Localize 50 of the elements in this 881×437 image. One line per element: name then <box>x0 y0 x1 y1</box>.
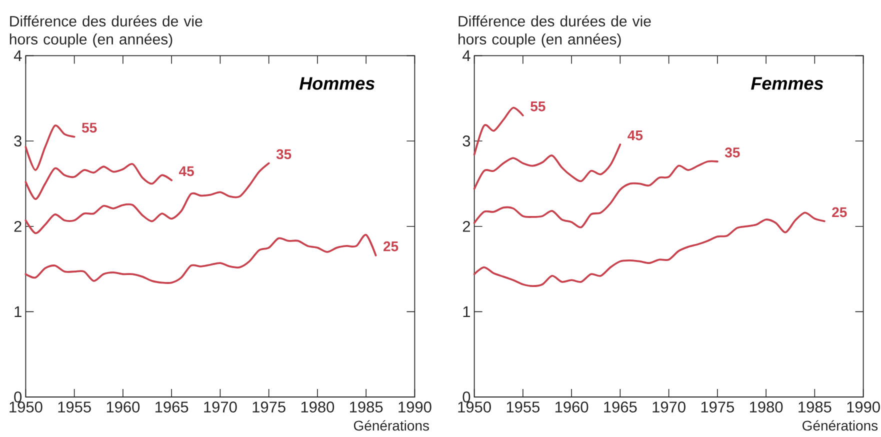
series-label: 55 <box>530 102 546 112</box>
x-tick-label: 1970 <box>204 402 237 413</box>
x-tick-label: 1975 <box>701 402 734 413</box>
line-series <box>473 143 622 190</box>
line-series <box>24 162 270 234</box>
x-tick-label: 1965 <box>156 402 188 413</box>
x-tick-label: 1960 <box>555 402 588 413</box>
x-tick-label: 1970 <box>652 402 686 413</box>
x-axis-title: Générations <box>354 420 429 431</box>
line-series <box>473 160 718 228</box>
line-series <box>473 106 524 156</box>
series-label: 45 <box>178 166 194 176</box>
x-tick-label: 1965 <box>604 402 637 413</box>
x-axis-title: Générations <box>802 420 878 431</box>
y-tick-label: 0 <box>14 392 22 402</box>
y-tick-label: 4 <box>14 50 22 62</box>
x-tick-label: 1985 <box>798 402 832 413</box>
series-label: 25 <box>832 207 847 218</box>
series-label: 35 <box>724 148 740 158</box>
series-label: 55 <box>82 122 97 133</box>
y-tick-label: 1 <box>463 306 470 318</box>
x-tick-label: 1990 <box>847 402 880 413</box>
y-tick-label: 2 <box>14 220 22 232</box>
x-tick-label: 1980 <box>301 402 334 413</box>
x-tick-label: 1980 <box>750 402 783 413</box>
line-series <box>24 234 377 284</box>
y-tick-label: 1 <box>14 306 22 318</box>
series-label: 45 <box>628 130 643 140</box>
series-label: 35 <box>276 149 292 160</box>
x-tick-label: 1955 <box>506 402 540 413</box>
x-tick-label: 1950 <box>10 402 42 413</box>
y-tick-label: 4 <box>462 50 470 62</box>
series-label: 25 <box>383 241 398 252</box>
x-tick-label: 1960 <box>106 402 140 413</box>
line-series <box>473 212 826 288</box>
x-tick-label: 1955 <box>58 402 91 413</box>
y-axis-title: Différence des durées de vie hors couple (en années) <box>10 15 202 48</box>
x-tick-label: 1985 <box>350 402 383 413</box>
y-tick-label: 0 <box>462 392 470 402</box>
y-axis-title: Différence des durées de vie hors couple (en années) <box>458 15 651 48</box>
y-tick-label: 3 <box>462 136 470 147</box>
x-tick-label: 1990 <box>398 402 432 413</box>
y-tick-label: 3 <box>14 136 22 147</box>
line-series <box>24 163 173 200</box>
text: Femmes <box>751 77 824 90</box>
y-tick-label: 2 <box>462 220 470 232</box>
text: Hommes <box>299 77 375 90</box>
x-tick-label: 1975 <box>252 402 286 413</box>
x-tick-label: 1950 <box>458 402 491 413</box>
line-series <box>24 124 76 171</box>
